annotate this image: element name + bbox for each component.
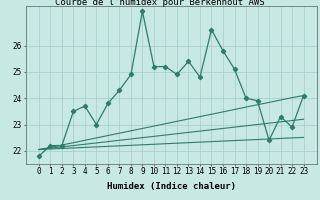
X-axis label: Humidex (Indice chaleur): Humidex (Indice chaleur) [107,182,236,191]
Text: Courbe de l'humidex pour Berkenhout AWS: Courbe de l'humidex pour Berkenhout AWS [55,0,265,7]
